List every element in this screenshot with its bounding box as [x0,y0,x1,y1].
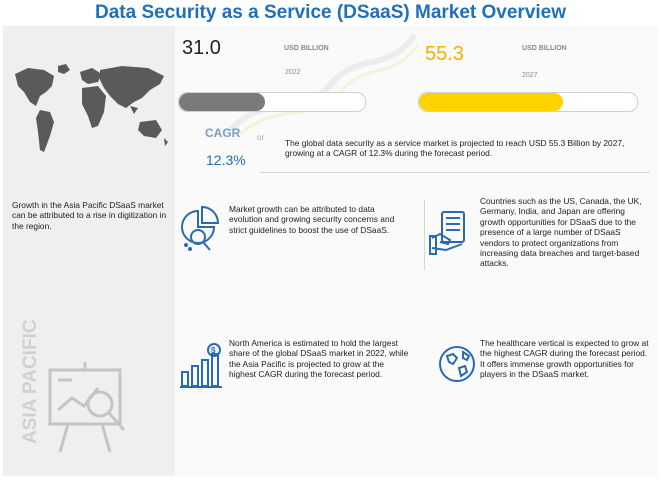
svg-text:$: $ [211,346,216,355]
unit-2022: USD BILLION [284,45,329,52]
insight-countries-text: Countries such as the US, Canada, the UK… [480,196,642,269]
year-2027: 2027 [522,72,538,79]
insight-healthcare-text: The healthcare vertical is expected to g… [480,338,649,380]
value-2027: 55.3 [425,43,464,65]
bar-2027 [418,92,638,112]
cagr-label: CAGR [205,126,241,140]
market-summary: The global data security as a service ma… [285,138,625,159]
pie-chart-search-icon [181,205,220,251]
bar-2027-fill [419,93,563,111]
bar-chart-dollar-icon: $ [180,343,222,388]
globe-icon [439,346,475,382]
insight-growth-text: Market growth can be attributed to data … [229,204,395,235]
divider [260,172,650,173]
asia-pacific-vertical-label: ASIA PACIFIC [20,319,41,444]
world-map-icon [15,64,168,152]
value-2022: 31.0 [182,37,221,59]
insight-north-america-text: North America is estimated to hold the l… [229,338,409,380]
cagr-or: or [257,133,265,142]
asia-growth-text: Growth in the Asia Pacific DSaaS market … [12,200,167,231]
hand-money-icon [429,211,465,255]
year-2022: 2022 [285,69,301,76]
unit-2027: USD BILLION [522,45,567,52]
presentation-analytics-icon [48,362,126,453]
bar-2022 [178,92,366,112]
page-title: Data Security as a Service (DSaaS) Marke… [94,2,567,23]
bar-2022-fill [179,93,265,111]
cagr-value: 12.3% [206,152,246,168]
vertical-divider [424,200,425,270]
